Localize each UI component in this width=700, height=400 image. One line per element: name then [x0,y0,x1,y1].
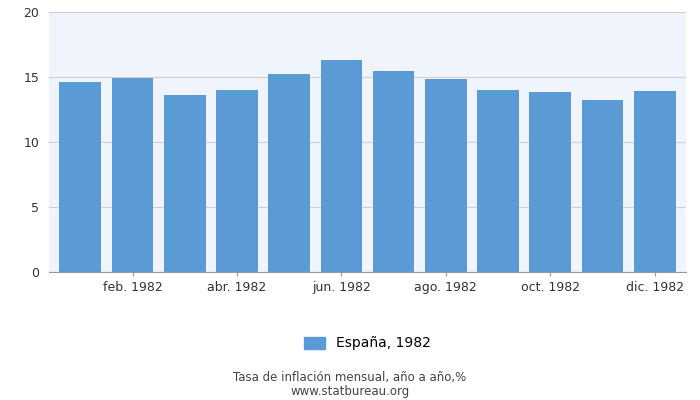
Bar [477,90,519,272]
Text: Tasa de inflación mensual, año a año,%: Tasa de inflación mensual, año a año,% [233,372,467,384]
Bar [164,95,206,272]
Bar [529,92,571,272]
Bar [634,91,676,272]
Legend: España, 1982: España, 1982 [298,331,437,356]
Text: www.statbureau.org: www.statbureau.org [290,385,410,398]
Bar [425,79,467,272]
Bar [112,78,153,272]
Bar [216,90,258,272]
Bar [321,60,363,272]
Bar [268,74,310,272]
Bar [582,100,623,272]
Bar [372,70,414,272]
Bar [60,82,102,272]
